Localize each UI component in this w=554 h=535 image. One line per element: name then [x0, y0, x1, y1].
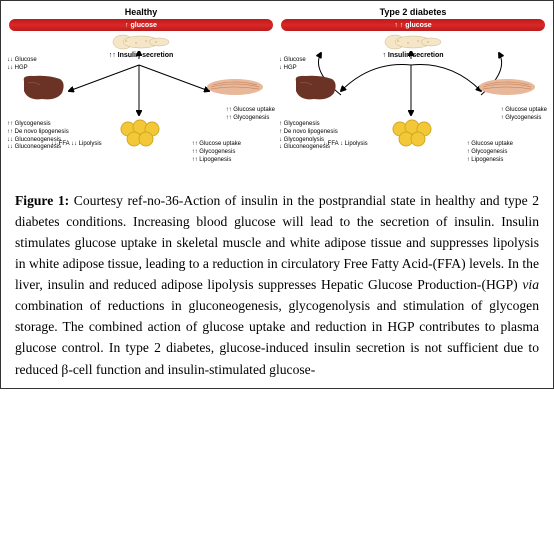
liver-icon	[20, 73, 68, 103]
muscle-icon	[205, 77, 265, 97]
panel-title: Type 2 diabetes	[281, 7, 545, 17]
vessel-label: ↑ glucose	[125, 22, 157, 29]
caption-italic: via	[522, 277, 539, 292]
adipose-labels-right: ↑ Glucose uptake ↑ Glycogenesis ↑ Lipoge…	[467, 141, 513, 164]
muscle-icon	[477, 77, 537, 97]
panel-healthy: Healthy ↑ glucose ↑↑ Insulin secretion	[9, 7, 273, 183]
pancreas-icon	[111, 33, 171, 51]
adipose-icon	[390, 119, 436, 149]
adipose-labels-left: ↓ FFA ↓ Lipolysis	[323, 141, 368, 149]
liver-block	[9, 63, 79, 103]
adipose-labels-right: ↑↑ Glucose uptake ↑↑ Glycogenesis ↑↑ Lip…	[192, 141, 241, 164]
muscle-labels: ↑↑ Glucose uptake ↑↑ Glycogenesis	[226, 107, 275, 123]
muscle-block	[469, 63, 545, 97]
figure-container: Healthy ↑ glucose ↑↑ Insulin secretion	[0, 0, 554, 389]
blood-vessel: ↑ ↑ glucose	[281, 19, 545, 31]
figure-label: Figure 1:	[15, 193, 69, 208]
muscle-block	[197, 63, 273, 97]
panel-title: Healthy	[9, 7, 273, 17]
muscle-labels: ↑ Glucose uptake ↑ Glycogenesis	[501, 107, 547, 123]
caption-text-1: Courtesy ref-no-36-Action of insulin in …	[15, 193, 539, 292]
blood-vessel: ↑ glucose	[9, 19, 273, 31]
diagram-area: Healthy ↑ glucose ↑↑ Insulin secretion	[1, 1, 553, 185]
organs-row: ↓ Glucose ↓ HGP ↑ Glycogenesis ↑ De novo…	[281, 63, 545, 163]
pancreas-icon	[383, 33, 443, 51]
liver-block	[281, 63, 351, 103]
adipose-icon	[118, 119, 164, 149]
adipose-labels-left: ↓↓ FFA ↓↓ Lipolysis	[51, 141, 102, 149]
caption-text-2: combination of reductions in gluconeogen…	[15, 298, 539, 376]
vessel-label: ↑ ↑ glucose	[394, 22, 431, 29]
panel-t2d: Type 2 diabetes ↑ ↑ glucose ↑ Insulin se…	[281, 7, 545, 183]
organs-row: ↓↓ Glucose ↓↓ HGP ↑↑ Glycogenesis ↑↑ De …	[9, 63, 273, 163]
liver-icon	[292, 73, 340, 103]
figure-caption: Figure 1: Courtesy ref-no-36-Action of i…	[1, 185, 553, 388]
